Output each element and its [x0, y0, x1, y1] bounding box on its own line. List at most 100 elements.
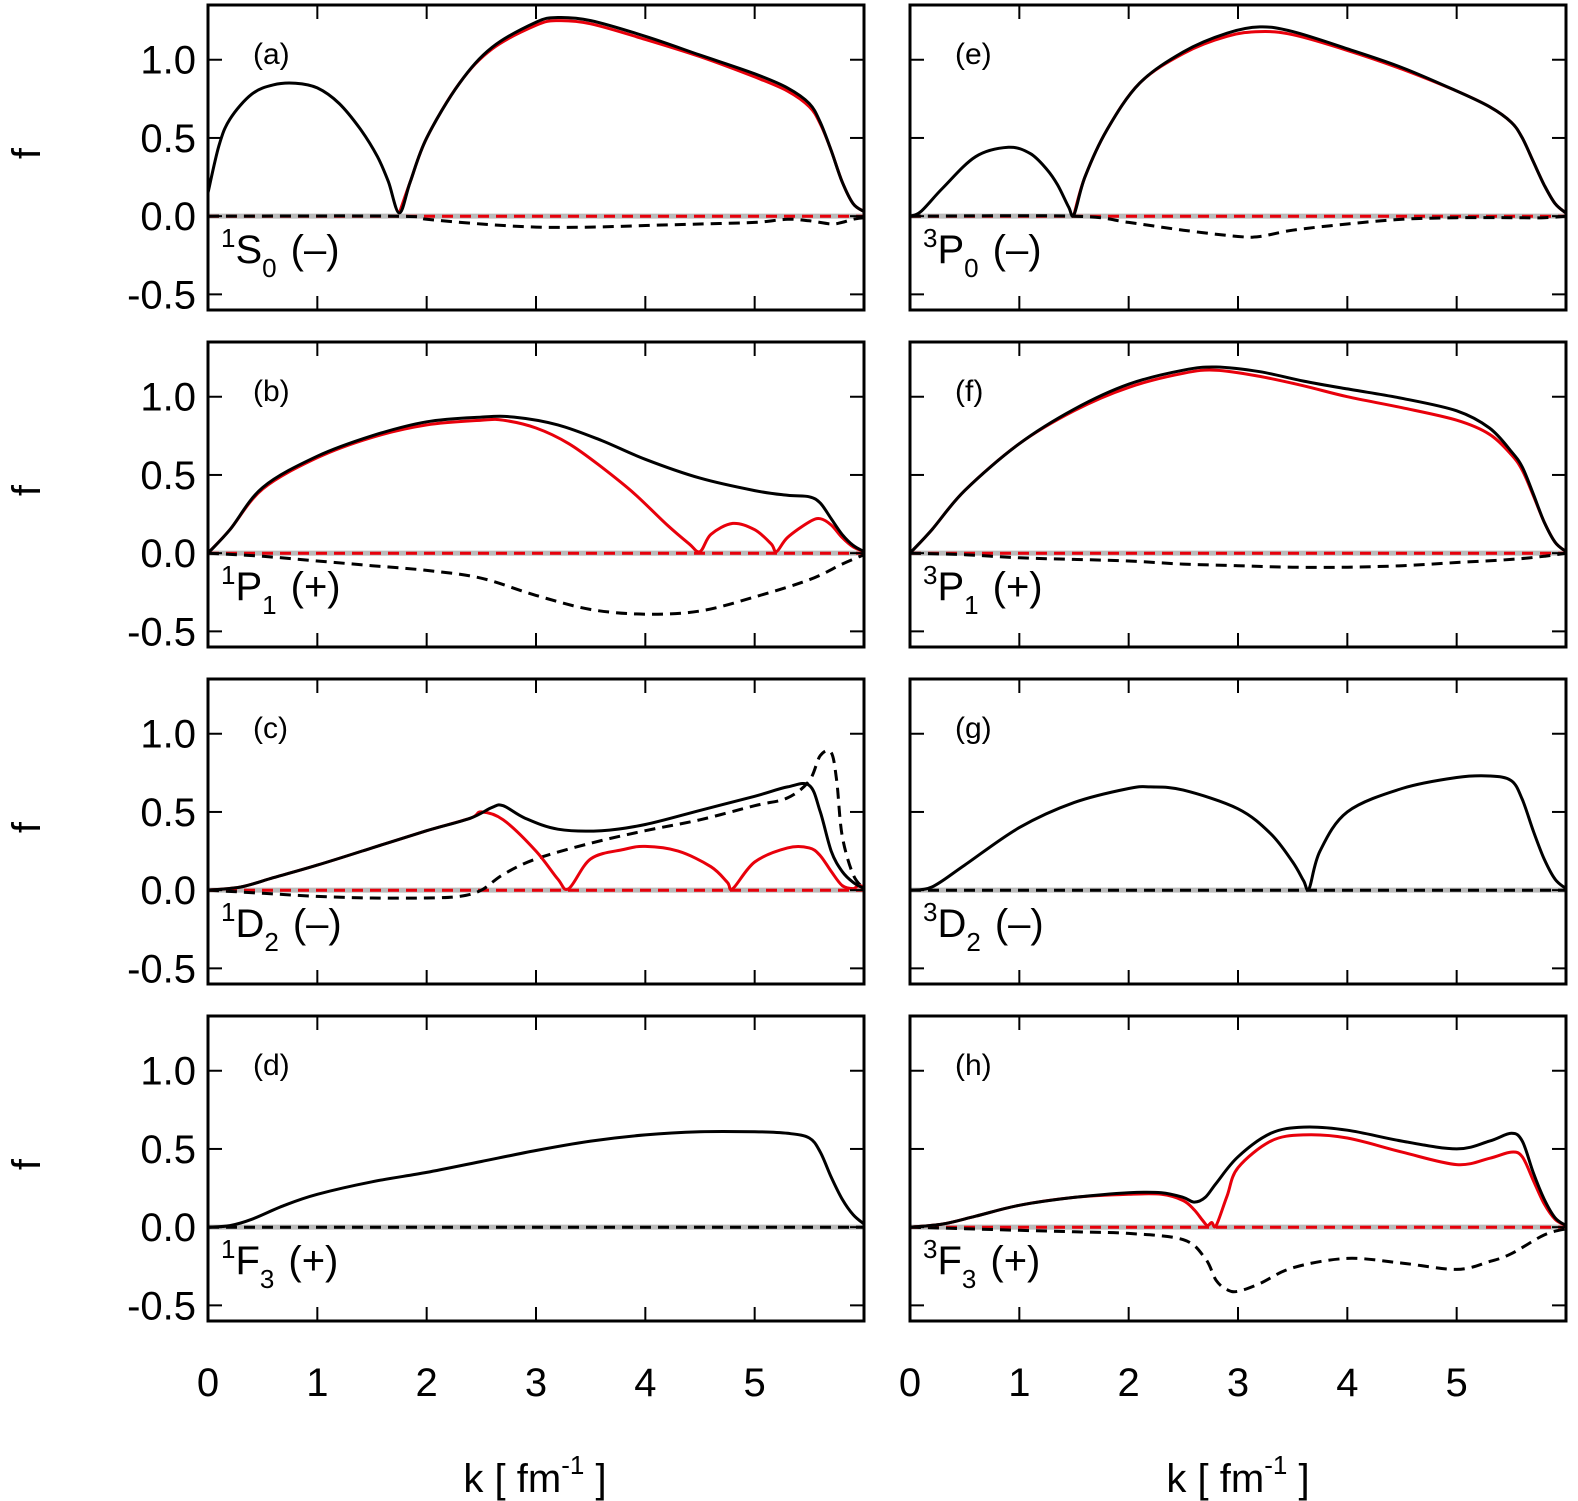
panel-label: (h) [955, 1049, 992, 1082]
state-parity: (–) [995, 902, 1044, 946]
panels-layer: -0.50.00.51.0f(a)1S0 (–)-0.50.00.51.0f(b)… [5, 3, 1568, 1328]
state-parity: (–) [293, 902, 342, 946]
plot-area [208, 15, 864, 229]
state-sub: 1 [262, 590, 276, 620]
series-line-black-solid [910, 1125, 1566, 1229]
state-letter: S [235, 228, 262, 272]
x-tick-label: 2 [416, 1361, 438, 1405]
state-sub: 3 [962, 1264, 976, 1294]
state-sup: 1 [221, 1234, 235, 1264]
state-sub: 0 [262, 253, 276, 283]
x-tick-label: 1 [306, 1361, 328, 1405]
series-line-black-solid [910, 365, 1566, 555]
panel-g: (g) 3D2 (–) [908, 677, 1568, 986]
state-sub: 2 [966, 927, 980, 957]
state-label: 3P1 (+) [923, 560, 1043, 620]
plot-area [910, 365, 1566, 569]
x-tick-label: 1 [1008, 1361, 1030, 1405]
series-line-black-solid [910, 25, 1566, 218]
series-line-black-solid [208, 782, 864, 892]
state-parity: (+) [291, 565, 341, 609]
state-letter: P [937, 565, 964, 609]
panel-d: -0.5 0.0 0.5 1.0 f (d) 1F3 (+) [5, 1014, 866, 1328]
state-label: 1D2 (–) [221, 897, 342, 957]
y-tick-label: 0.0 [140, 532, 196, 576]
panel-label: (d) [253, 1049, 290, 1082]
series-line-black-dashed [208, 214, 864, 229]
series-line-black-solid [208, 414, 864, 555]
panel-label: (b) [253, 375, 290, 408]
series-line-black-dashed [208, 551, 864, 616]
x-tick-label: 0 [197, 1361, 219, 1405]
state-letter: D [235, 902, 264, 946]
plot-area [910, 1125, 1566, 1294]
state-label: 1F3 (+) [221, 1234, 338, 1294]
x-tick-label: 2 [1118, 1361, 1140, 1405]
state-parity: (–) [993, 228, 1042, 272]
x-tick-label: 4 [634, 1361, 656, 1405]
plot-area [208, 748, 864, 900]
y-axis-title: f [5, 1158, 49, 1170]
panel-label: (a) [253, 38, 290, 71]
state-letter: D [937, 902, 966, 946]
series-line-black-dashed [910, 1225, 1566, 1294]
y-axis-title: f [5, 484, 49, 496]
y-tick-label: 1.0 [140, 39, 196, 83]
state-letter: F [937, 1239, 961, 1283]
y-tick-label: 1.0 [140, 376, 196, 420]
series-line-red-solid [1072, 30, 1566, 216]
y-tick-label: 1.0 [140, 713, 196, 757]
y-axis-title: f [5, 147, 49, 159]
y-axis-title: f [5, 821, 49, 833]
x-tick-label: 4 [1336, 1361, 1358, 1405]
state-label: 1P1 (+) [221, 560, 341, 620]
series-line-red-solid [910, 368, 1566, 555]
panel-label: (f) [955, 375, 983, 408]
series-line-red-solid [208, 417, 864, 555]
state-sub: 0 [964, 253, 978, 283]
x-axis-title-right: k [ fm-1 ] [1166, 1450, 1309, 1501]
x-tick-label: 3 [1227, 1361, 1249, 1405]
x-tick-label: 3 [525, 1361, 547, 1405]
state-label: 3D2 (–) [923, 897, 1044, 957]
y-tick-label: 0.5 [140, 117, 196, 161]
y-tick-label: -0.5 [127, 273, 196, 317]
y-tick-label: -0.5 [127, 1284, 196, 1328]
panel-c: -0.5 0.0 0.5 1.0 f (c) 1D2 (–) [5, 677, 866, 991]
panel-label: (c) [253, 712, 288, 745]
series-line-black-dashed [208, 748, 864, 900]
y-tick-label: 0.0 [140, 195, 196, 239]
state-label: 3P0 (–) [923, 223, 1042, 283]
panel-e: (e) 3P0 (–) [908, 3, 1568, 312]
state-label: 3F3 (+) [923, 1234, 1040, 1294]
series-line-red-solid [397, 19, 864, 214]
state-label: 1S0 (–) [221, 223, 340, 283]
state-sub: 1 [964, 590, 978, 620]
state-letter: F [235, 1239, 259, 1283]
x-tick-label: 5 [744, 1361, 766, 1405]
panel-f: (f) 3P1 (+) [908, 340, 1568, 649]
y-tick-label: 0.0 [140, 1206, 196, 1250]
panel-label: (e) [955, 38, 992, 71]
panel-a: -0.5 0.0 0.5 1.0 f (a) 1S0 (–) [5, 3, 866, 317]
x-tick-label: 5 [1446, 1361, 1468, 1405]
plot-area [910, 25, 1566, 239]
state-letter: P [235, 565, 262, 609]
panel-label: (g) [955, 712, 992, 745]
plot-area [208, 414, 864, 616]
state-sup: 3 [923, 1234, 937, 1264]
state-sup: 3 [923, 223, 937, 253]
state-parity: (+) [288, 1239, 338, 1283]
state-letter: P [937, 228, 964, 272]
x-axis-title-left: k [ fm-1 ] [463, 1450, 606, 1501]
state-sub: 3 [260, 1264, 274, 1294]
plot-area [910, 774, 1566, 892]
series-line-black-solid [910, 774, 1566, 892]
series-line-black-dashed [910, 214, 1566, 239]
series-line-black-dashed [910, 551, 1566, 569]
plot-area [208, 1129, 864, 1229]
panel-h: (h) 3F3 (+) [908, 1014, 1568, 1323]
series-line-black-solid [208, 15, 864, 215]
series-line-black-solid [208, 1129, 864, 1229]
